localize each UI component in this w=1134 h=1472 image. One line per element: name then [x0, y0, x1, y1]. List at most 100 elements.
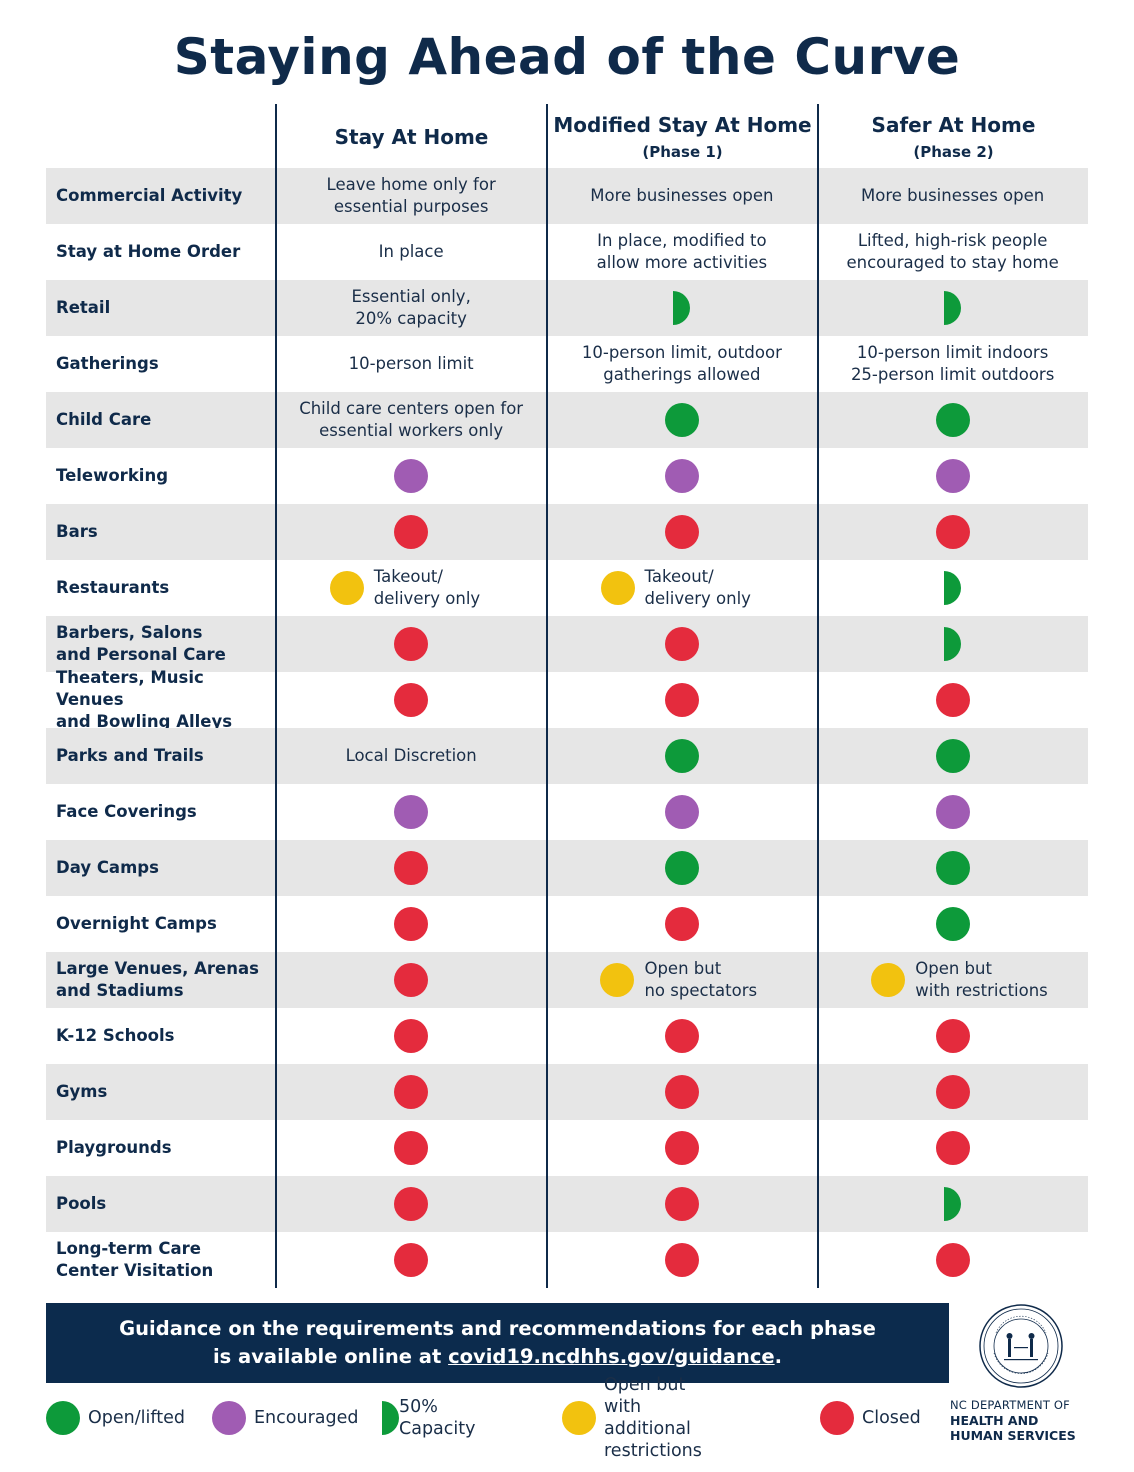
table-cell — [276, 1120, 547, 1176]
state-seal-icon — [979, 1304, 1063, 1388]
cell-text: In place — [378, 242, 444, 261]
table-row: Stay at Home Order In place In place, modi… — [46, 224, 1088, 280]
legend-label: Closed — [862, 1408, 921, 1428]
row-label: Stay at Home Order — [56, 242, 241, 261]
red-circle-icon — [394, 683, 429, 717]
row-label: Overnight Camps — [56, 914, 217, 933]
table-row: Theaters, Music Venues and Bowling Alley… — [46, 668, 1088, 731]
row-label: Long-term Care Center Visitation — [56, 1239, 214, 1280]
red-circle-icon — [394, 1131, 429, 1165]
purple-circle-icon — [935, 795, 970, 829]
red-circle-icon — [664, 683, 699, 717]
page-title: Staying Ahead of the Curve — [173, 28, 961, 86]
column-header-label: Modified Stay At Home — [553, 113, 812, 137]
row-label: Playgrounds — [56, 1138, 172, 1157]
row-label: Day Camps — [56, 858, 159, 877]
table-cell: Open but with restrictions — [817, 952, 1088, 1008]
red-circle-icon — [664, 907, 699, 941]
table-cell — [817, 840, 1088, 896]
dept-line-1: NC DEPARTMENT OF — [950, 1398, 1070, 1412]
cell-text: Lifted, high-risk people encouraged to s… — [846, 231, 1059, 272]
row-label: Theaters, Music Venues and Bowling Alley… — [56, 668, 233, 731]
red-circle-icon — [664, 1019, 699, 1053]
red-circle-icon — [820, 1401, 854, 1435]
table-cell — [817, 504, 1088, 560]
green-circle-icon — [935, 851, 970, 885]
department-logo-text: NC DEPARTMENT OF HEALTH AND HUMAN SERVIC… — [950, 1398, 1090, 1443]
red-circle-icon — [394, 963, 429, 997]
table-cell — [817, 896, 1088, 952]
red-circle-icon — [664, 1075, 699, 1109]
table-cell — [276, 784, 547, 840]
table-row: Parks and Trails Local Discretion — [46, 728, 1088, 784]
legend-item-closed: Closed — [820, 1401, 921, 1435]
table-cell — [817, 392, 1088, 448]
purple-circle-icon — [664, 459, 699, 493]
banner-prefix: is available online at — [212, 1345, 449, 1368]
table-row: Teleworking — [46, 448, 1088, 504]
table-cell: Local Discretion — [276, 728, 547, 784]
table-cell — [547, 1120, 818, 1176]
red-circle-icon — [394, 627, 429, 661]
table-row: Retail Essential only, 20% capacity — [46, 280, 1088, 336]
table-cell — [817, 1232, 1088, 1288]
table-cell — [817, 1064, 1088, 1120]
column-divider — [817, 104, 819, 1288]
cell-text: Local Discretion — [345, 746, 477, 765]
table-cell — [817, 728, 1088, 784]
cell-text: Child care centers open for essential wo… — [299, 399, 524, 440]
cell-text: More businesses open — [590, 186, 774, 205]
table-cell — [276, 1008, 547, 1064]
table-cell — [817, 280, 1088, 336]
table-row: K-12 Schools — [46, 1008, 1088, 1064]
red-circle-icon — [935, 1243, 970, 1277]
column-header-safer-at-home: Safer At Home (Phase 2) — [818, 106, 1089, 168]
table-cell: Takeout/ delivery only — [276, 560, 547, 616]
guidance-link[interactable]: covid19.ncdhhs.gov/guidance — [448, 1345, 775, 1368]
purple-circle-icon — [664, 795, 699, 829]
table-row: Gyms — [46, 1064, 1088, 1120]
table-cell — [817, 560, 1088, 616]
table-cell: Essential only, 20% capacity — [276, 280, 547, 336]
table-cell — [547, 448, 818, 504]
red-circle-icon — [664, 1187, 699, 1221]
legend-label: Open/lifted — [88, 1408, 185, 1428]
green-circle-icon — [664, 403, 699, 437]
half-circle-icon — [365, 1401, 399, 1435]
green-circle-icon — [664, 739, 699, 773]
purple-circle-icon — [394, 795, 429, 829]
green-circle-icon — [935, 739, 970, 773]
red-circle-icon — [394, 515, 429, 549]
table-cell: Child care centers open for essential wo… — [276, 392, 547, 448]
green-circle-icon — [935, 403, 970, 437]
table-cell — [547, 672, 818, 728]
cell-text: More businesses open — [861, 186, 1045, 205]
table-row: Playgrounds — [46, 1120, 1088, 1176]
table-cell — [276, 1176, 547, 1232]
table-cell: More businesses open — [547, 168, 818, 224]
red-circle-icon — [394, 1075, 429, 1109]
table-cell — [276, 1064, 547, 1120]
red-circle-icon — [935, 1075, 970, 1109]
table-row: Overnight Camps — [46, 896, 1088, 952]
table-row: Commercial Activity Leave home only for e… — [46, 168, 1088, 224]
dept-line-2: HEALTH AND — [950, 1413, 1039, 1428]
table-cell — [276, 672, 547, 728]
table-cell — [547, 728, 818, 784]
table-cell: Leave home only for essential purposes — [276, 168, 547, 224]
cell-text: 10-person limit indoors 25-person limit … — [850, 343, 1055, 384]
red-circle-icon — [394, 851, 429, 885]
table-cell — [547, 896, 818, 952]
half-circle-icon — [927, 571, 962, 605]
table-cell: In place, modified to allow more activit… — [547, 224, 818, 280]
cell-text: Takeout/ delivery only — [373, 567, 481, 608]
red-circle-icon — [664, 1243, 699, 1277]
table-cell — [817, 616, 1088, 672]
cell-text: 10-person limit, outdoor gatherings allo… — [581, 343, 782, 384]
legend-item-encouraged: Encouraged — [212, 1401, 358, 1435]
cell-text: In place, modified to allow more activit… — [596, 231, 768, 272]
cell-text: Takeout/ delivery only — [644, 567, 751, 608]
column-header-label: Safer At Home — [871, 113, 1036, 137]
half-circle-icon — [927, 1187, 962, 1221]
table-cell: More businesses open — [817, 168, 1088, 224]
